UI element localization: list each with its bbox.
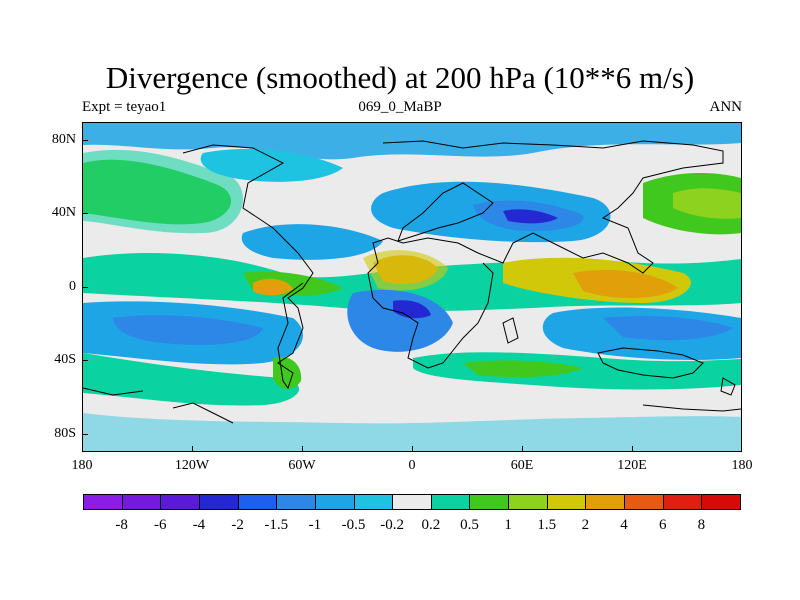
y-axis-tick — [82, 213, 88, 214]
colorbar-label: 0.2 — [421, 517, 441, 533]
continent-outlines — [83, 140, 741, 424]
colorbar-swatch — [121, 494, 162, 510]
period-label: 069_0_MaBP — [358, 99, 442, 115]
colorbar-label: 6 — [658, 517, 667, 533]
colorbar-swatch — [662, 494, 703, 510]
colorbar-label: -4 — [192, 517, 206, 533]
contour-negative-atlantic — [241, 224, 383, 260]
colorbar — [83, 494, 741, 510]
x-axis-tick — [412, 446, 413, 452]
x-axis-label: 0 — [408, 458, 416, 473]
contour-positive-pacific — [253, 278, 293, 296]
colorbar-label: 1.5 — [537, 517, 557, 533]
contour-negative-asia-deep — [503, 209, 558, 224]
x-axis-label: 60E — [510, 458, 534, 473]
contour-positive-north — [83, 149, 243, 234]
colorbar-label: -1.5 — [264, 517, 289, 533]
y-axis-tick — [82, 360, 88, 361]
y-axis-tick — [82, 287, 88, 288]
contour-positive-northeast-core — [673, 188, 741, 219]
x-axis-label: 120W — [174, 458, 210, 473]
colorbar-label: 0.5 — [460, 517, 479, 533]
y-axis-label: 80N — [51, 132, 76, 147]
y-axis-label: 40S — [54, 352, 76, 367]
contour-positive-africa-core — [363, 250, 448, 291]
colorbar-label: -1 — [308, 517, 322, 533]
contour-negative-polar — [83, 413, 741, 451]
x-axis-tick — [302, 446, 303, 452]
contour-negative-southatlantic-deep — [393, 300, 431, 319]
plot-title: Divergence (smoothed) at 200 hPa (10**6 … — [105, 60, 695, 95]
colorbar-swatch — [546, 494, 587, 510]
x-axis-tick — [192, 446, 193, 452]
y-axis-label: 0 — [69, 279, 76, 294]
colorbar-swatch — [392, 494, 432, 510]
y-axis-tick — [82, 140, 88, 141]
experiment-label: Expt = teyao1 — [82, 99, 167, 115]
x-axis-label: 120E — [617, 458, 647, 473]
colorbar-swatch — [585, 494, 626, 510]
colorbar-label: 1 — [504, 517, 512, 533]
contour-negative-southeast — [603, 316, 733, 341]
colorbar-swatch — [314, 494, 355, 510]
contour-positive-south — [83, 353, 300, 406]
colorbar-swatch — [276, 494, 316, 510]
contour-negative-arctic — [200, 148, 343, 182]
colorbar-swatch — [353, 494, 394, 510]
contour-positive-southindian-core — [463, 360, 583, 378]
y-axis-label: 80S — [54, 426, 76, 441]
colorbar-label: -6 — [154, 517, 167, 533]
contour-negative-southatlantic — [347, 289, 453, 352]
colorbar-label: 2 — [581, 517, 590, 533]
colorbar-swatch — [198, 494, 239, 510]
contour-positive-indian-core — [573, 269, 678, 299]
colorbar-label: -0.5 — [341, 517, 366, 533]
season-label: ANN — [709, 99, 743, 115]
x-axis-tick — [632, 446, 633, 452]
contour-negative-south-core — [113, 315, 263, 345]
colorbar-swatch — [237, 494, 278, 510]
x-axis-label: 180 — [731, 458, 753, 473]
contour-positive-south-core — [273, 356, 302, 389]
map-panel — [82, 122, 742, 452]
x-axis-label: 60W — [288, 458, 316, 473]
x-axis-label: 180 — [71, 458, 93, 473]
colorbar-swatch — [160, 494, 200, 510]
colorbar-label: 4 — [620, 517, 628, 533]
colorbar-swatch — [469, 494, 510, 510]
colorbar-label: -0.2 — [380, 517, 405, 533]
colorbar-swatch — [508, 494, 548, 510]
colorbar-swatch — [701, 494, 741, 510]
colorbar-label: -8 — [115, 517, 128, 533]
colorbar-swatch — [430, 494, 471, 510]
colorbar-label: -2 — [231, 517, 244, 533]
y-axis-label: 40N — [51, 205, 76, 220]
colorbar-label: 8 — [697, 517, 706, 533]
x-axis-tick — [522, 446, 523, 452]
divergence-field — [83, 123, 741, 451]
colorbar-swatch — [83, 494, 123, 510]
y-axis-tick — [82, 434, 88, 435]
colorbar-swatch — [624, 494, 664, 510]
